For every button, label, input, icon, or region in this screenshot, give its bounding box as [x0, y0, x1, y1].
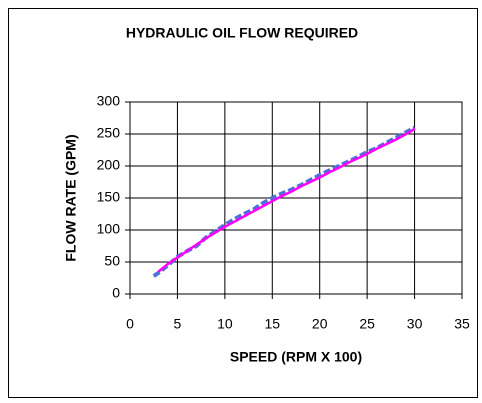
x-tick-label: 15 — [264, 316, 280, 332]
x-tick-label: 20 — [312, 316, 328, 332]
series-line — [152, 125, 416, 278]
x-axis-label: SPEED (RPM X 100) — [230, 349, 362, 365]
x-tick-label: 25 — [359, 316, 375, 332]
chart-frame — [8, 8, 478, 398]
x-tick-label: 0 — [126, 316, 134, 332]
plot-border — [129, 101, 463, 295]
y-tick-label: 100 — [97, 221, 121, 237]
y-tick-label: 0 — [112, 285, 120, 301]
x-tick-label: 10 — [217, 316, 233, 332]
series-line — [157, 127, 416, 273]
x-tick-label: 30 — [407, 316, 423, 332]
y-tick-label: 250 — [97, 125, 121, 141]
y-tick-label: 150 — [97, 189, 121, 205]
y-tick-label: 50 — [104, 253, 120, 269]
y-axis-label: FLOW RATE (GPM) — [63, 134, 79, 261]
chart-title: HYDRAULIC OIL FLOW REQUIRED — [126, 25, 358, 41]
x-tick-label: 5 — [174, 316, 182, 332]
y-tick-label: 200 — [97, 157, 121, 173]
y-tick-label: 300 — [97, 93, 121, 109]
x-tick-label: 35 — [454, 316, 470, 332]
